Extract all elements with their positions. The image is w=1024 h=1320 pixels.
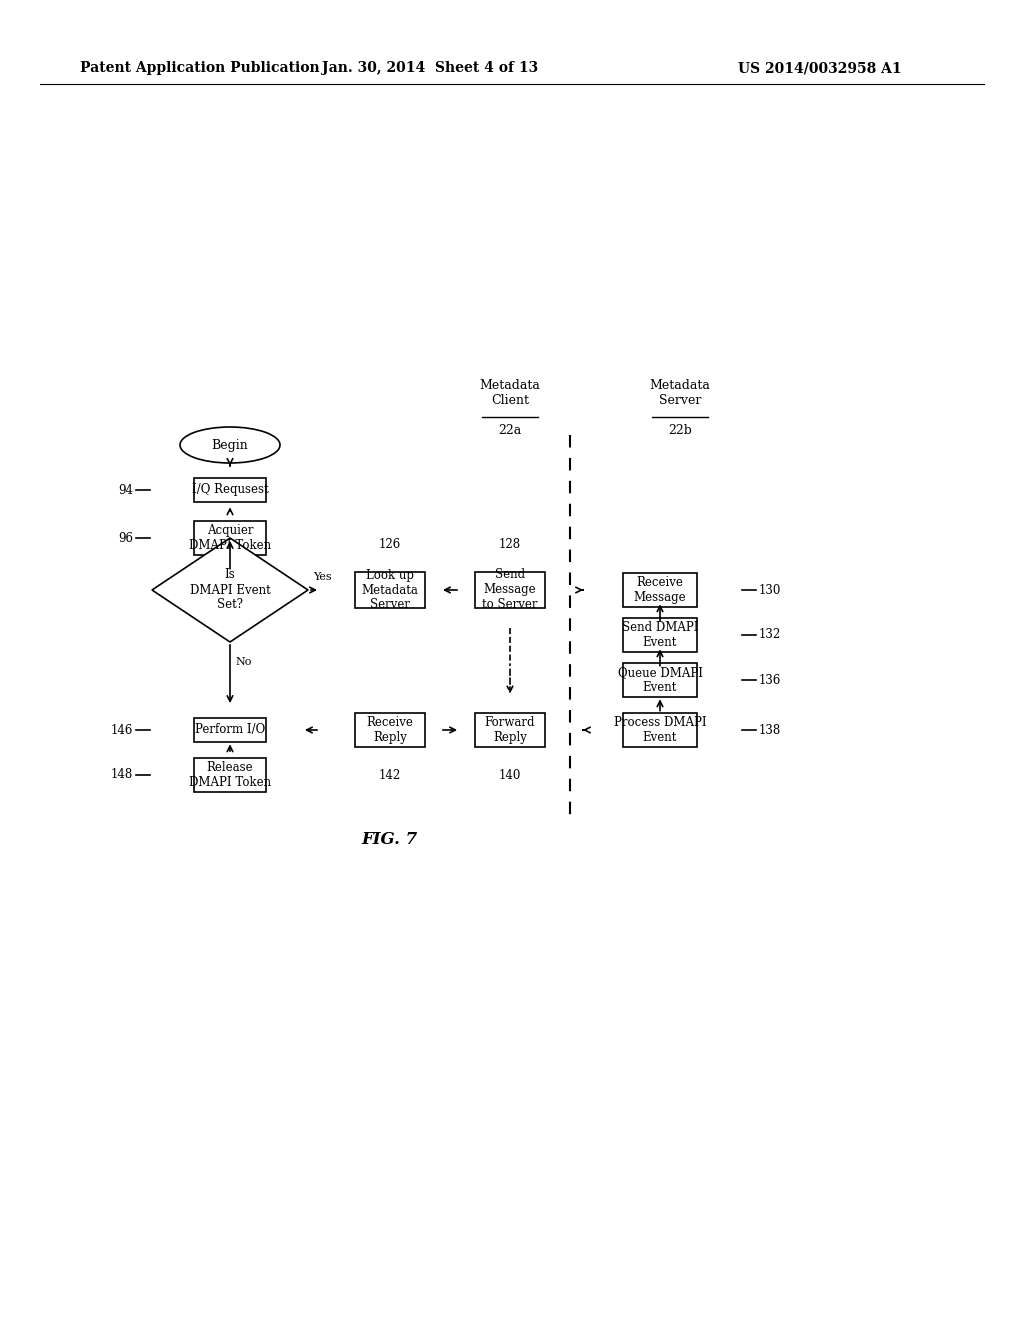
Text: 136: 136	[759, 673, 781, 686]
Text: 130: 130	[759, 583, 781, 597]
Ellipse shape	[180, 426, 280, 463]
Text: 22b: 22b	[668, 425, 692, 437]
Text: 146: 146	[111, 723, 133, 737]
Text: Jan. 30, 2014  Sheet 4 of 13: Jan. 30, 2014 Sheet 4 of 13	[322, 61, 539, 75]
Text: 22a: 22a	[499, 425, 521, 437]
FancyBboxPatch shape	[355, 572, 425, 609]
Text: Queue DMAPI
Event: Queue DMAPI Event	[617, 667, 702, 694]
Text: 128: 128	[499, 537, 521, 550]
Text: Acquier
DMAPI Token: Acquier DMAPI Token	[189, 524, 271, 552]
FancyBboxPatch shape	[194, 478, 266, 502]
Text: 140: 140	[499, 770, 521, 781]
Text: Look up
Metadata
Server: Look up Metadata Server	[361, 569, 419, 611]
FancyBboxPatch shape	[475, 713, 545, 747]
Text: 94: 94	[118, 483, 133, 496]
Text: Forward
Reply: Forward Reply	[484, 715, 536, 744]
FancyBboxPatch shape	[623, 573, 697, 607]
FancyBboxPatch shape	[194, 521, 266, 554]
Text: Yes: Yes	[313, 572, 332, 582]
FancyBboxPatch shape	[623, 618, 697, 652]
Text: Is
DMAPI Event
Set?: Is DMAPI Event Set?	[189, 569, 270, 611]
Text: Receive
Message: Receive Message	[634, 576, 686, 605]
Text: 132: 132	[759, 628, 781, 642]
FancyBboxPatch shape	[355, 713, 425, 747]
Text: 96: 96	[118, 532, 133, 544]
Text: US 2014/0032958 A1: US 2014/0032958 A1	[738, 61, 902, 75]
Text: No: No	[234, 657, 251, 667]
Text: Begin: Begin	[212, 438, 249, 451]
Text: Send
Message
to Server: Send Message to Server	[482, 569, 538, 611]
Text: Receive
Reply: Receive Reply	[367, 715, 414, 744]
Text: Send DMAPI
Event: Send DMAPI Event	[622, 620, 698, 649]
FancyBboxPatch shape	[623, 663, 697, 697]
Text: Patent Application Publication: Patent Application Publication	[80, 61, 319, 75]
FancyBboxPatch shape	[194, 718, 266, 742]
FancyBboxPatch shape	[475, 572, 545, 609]
Text: Release
DMAPI Token: Release DMAPI Token	[189, 762, 271, 789]
Text: 148: 148	[111, 768, 133, 781]
Text: Metadata
Client: Metadata Client	[479, 379, 541, 407]
FancyBboxPatch shape	[623, 713, 697, 747]
Text: 142: 142	[379, 770, 401, 781]
Text: Perform I/O: Perform I/O	[195, 723, 265, 737]
Text: I/Q Requsest: I/Q Requsest	[191, 483, 268, 496]
FancyBboxPatch shape	[194, 758, 266, 792]
Text: Metadata
Server: Metadata Server	[649, 379, 711, 407]
Polygon shape	[152, 539, 308, 642]
Text: FIG. 7: FIG. 7	[361, 832, 418, 849]
Text: Process DMAPI
Event: Process DMAPI Event	[613, 715, 707, 744]
Text: 138: 138	[759, 723, 781, 737]
Text: 126: 126	[379, 537, 401, 550]
